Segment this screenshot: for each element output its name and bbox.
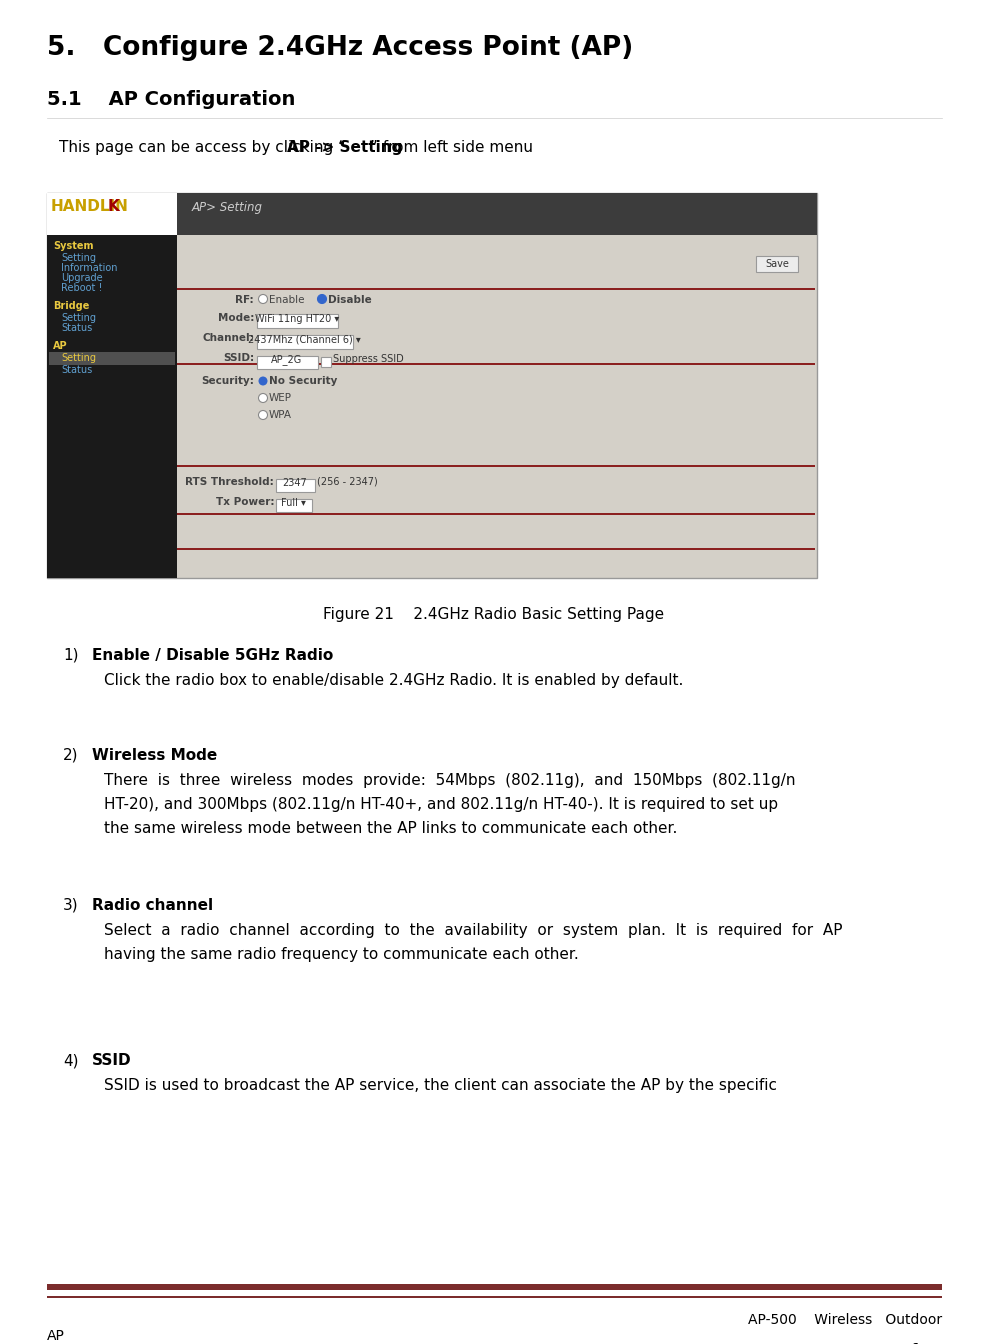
Text: 5.1    AP Configuration: 5.1 AP Configuration [47, 90, 296, 109]
Text: Upgrade: Upgrade [61, 273, 103, 284]
Text: SSID: SSID [92, 1052, 132, 1068]
Text: Setting: Setting [61, 253, 96, 263]
Circle shape [258, 294, 267, 304]
Text: AP_2G: AP_2G [271, 353, 303, 366]
Text: This page can be access by clicking “: This page can be access by clicking “ [59, 140, 346, 155]
Text: Security:: Security: [201, 376, 254, 386]
FancyBboxPatch shape [256, 335, 352, 348]
Text: K: K [108, 199, 120, 214]
Text: Figure 21    2.4GHz Radio Basic Setting Page: Figure 21 2.4GHz Radio Basic Setting Pag… [323, 607, 665, 622]
Text: There  is  three  wireless  modes  provide:  54Mbps  (802.11g),  and  150Mbps  (: There is three wireless modes provide: 5… [104, 773, 795, 788]
Text: Setting: Setting [61, 313, 96, 323]
Text: 2): 2) [63, 749, 78, 763]
Text: Enable: Enable [269, 294, 305, 305]
Bar [47, 1296, 942, 1298]
Text: RF:: RF: [235, 294, 254, 305]
Text: Status: Status [61, 323, 92, 333]
Text: Tx Power:: Tx Power: [216, 497, 274, 507]
Text: 2347: 2347 [283, 478, 308, 488]
Text: having the same radio frequency to communicate each other.: having the same radio frequency to commu… [104, 948, 579, 962]
Text: (256 - 2347): (256 - 2347) [317, 477, 378, 487]
Text: 1): 1) [63, 648, 78, 663]
Text: 2437Mhz (Channel 6) ▾: 2437Mhz (Channel 6) ▾ [247, 335, 360, 344]
Bar [177, 513, 815, 515]
Bar [177, 465, 815, 466]
Text: WEP: WEP [269, 392, 292, 403]
Text: System: System [53, 241, 94, 251]
Text: WPA: WPA [269, 410, 292, 419]
Text: Full ▾: Full ▾ [281, 499, 306, 508]
FancyBboxPatch shape [276, 499, 312, 512]
Text: the same wireless mode between the AP links to communicate each other.: the same wireless mode between the AP li… [104, 821, 677, 836]
Bar [47, 194, 817, 578]
Text: Information: Information [61, 263, 118, 273]
Bar [177, 194, 817, 235]
Bar [177, 548, 815, 550]
Text: Save: Save [765, 259, 789, 269]
Text: Enable / Disable 5GHz Radio: Enable / Disable 5GHz Radio [92, 648, 333, 663]
FancyBboxPatch shape [321, 358, 331, 367]
Circle shape [258, 394, 267, 402]
Text: Reboot !: Reboot ! [61, 284, 103, 293]
Circle shape [258, 376, 267, 386]
FancyBboxPatch shape [756, 255, 798, 271]
Text: AP -> Setting: AP -> Setting [287, 140, 402, 155]
Text: HT-20), and 300Mbps (802.11g/n HT-40+, and 802.11g/n HT-40-). It is required to : HT-20), and 300Mbps (802.11g/n HT-40+, a… [104, 797, 778, 812]
Bar [47, 1284, 942, 1290]
Circle shape [317, 294, 326, 304]
Text: Radio channel: Radio channel [92, 898, 213, 913]
FancyBboxPatch shape [256, 313, 337, 328]
Text: HANDLIN: HANDLIN [51, 199, 129, 214]
Text: RTS Threshold:: RTS Threshold: [185, 477, 274, 487]
Bar [49, 352, 175, 366]
Text: Wireless Mode: Wireless Mode [92, 749, 218, 763]
Text: Setting: Setting [61, 353, 96, 363]
Text: WiFi 11ng HT20 ▾: WiFi 11ng HT20 ▾ [255, 314, 339, 324]
Text: Status: Status [61, 366, 92, 375]
Text: 3): 3) [63, 898, 78, 913]
Text: No Security: No Security [269, 376, 337, 386]
Text: Disable: Disable [328, 294, 372, 305]
Bar [47, 194, 177, 235]
Text: SSID is used to broadcast the AP service, the client can associate the AP by the: SSID is used to broadcast the AP service… [104, 1078, 777, 1093]
Text: Click the radio box to enable/disable 2.4GHz Radio. It is enabled by default.: Click the radio box to enable/disable 2.… [104, 673, 683, 688]
Bar [47, 194, 177, 578]
Text: Select  a  radio  channel  according  to  the  availability  or  system  plan.  : Select a radio channel according to the … [104, 923, 843, 938]
Text: Bridge: Bridge [53, 301, 89, 310]
Text: 5.   Configure 2.4GHz Access Point (AP): 5. Configure 2.4GHz Access Point (AP) [47, 35, 633, 60]
FancyBboxPatch shape [276, 478, 315, 492]
Text: Suppress SSID: Suppress SSID [333, 353, 404, 364]
Text: 4): 4) [63, 1052, 78, 1068]
Bar [177, 288, 815, 290]
Text: AP> Setting: AP> Setting [192, 202, 263, 214]
Bar [177, 363, 815, 366]
Text: ” from left side menu: ” from left side menu [371, 140, 533, 155]
Circle shape [258, 410, 267, 419]
Text: AP: AP [47, 1329, 65, 1343]
Text: Mode:: Mode: [218, 313, 254, 323]
Text: Channel:: Channel: [202, 333, 254, 343]
FancyBboxPatch shape [256, 356, 317, 368]
Text: AP: AP [53, 341, 67, 351]
Text: SSID:: SSID: [223, 353, 254, 363]
Text: AP-500    Wireless   Outdoor: AP-500 Wireless Outdoor [748, 1313, 942, 1327]
